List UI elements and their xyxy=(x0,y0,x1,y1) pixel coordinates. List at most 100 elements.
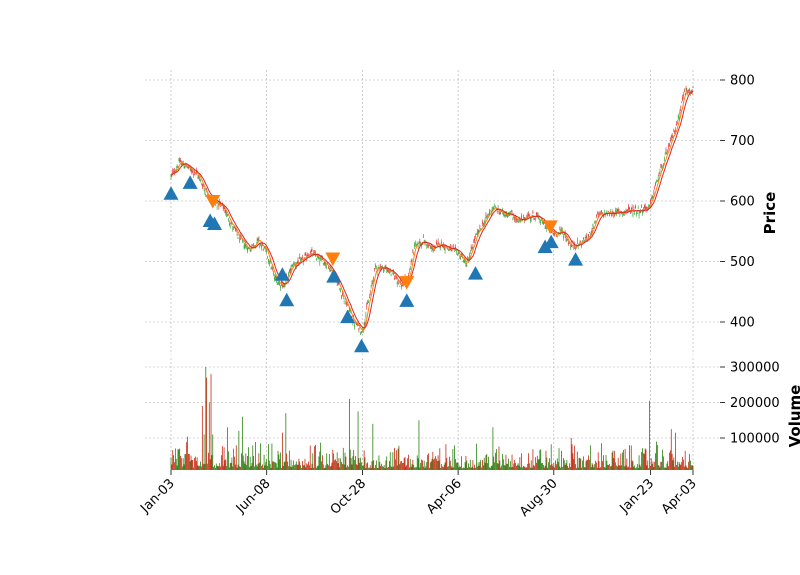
volume-bar xyxy=(448,466,449,470)
candle-body xyxy=(443,245,445,249)
candle-body xyxy=(531,214,533,216)
volume-bar xyxy=(609,466,611,470)
candle-body xyxy=(480,228,482,230)
volume-bar xyxy=(427,454,429,470)
volume-bar xyxy=(500,467,502,470)
candle-body xyxy=(295,264,297,267)
candle-body xyxy=(356,323,358,326)
volume-bar xyxy=(261,465,262,470)
volume-bar xyxy=(267,465,268,470)
volume-bar xyxy=(236,467,238,470)
candle-body xyxy=(344,298,346,300)
candle-body xyxy=(634,212,636,214)
candle-body xyxy=(521,215,522,219)
candle-body xyxy=(509,212,511,215)
candle-body xyxy=(494,206,495,208)
volume-bar xyxy=(521,453,522,470)
volume-bar xyxy=(391,467,393,470)
volume-bar xyxy=(435,458,437,470)
volume-bar xyxy=(576,468,577,470)
volume-bar xyxy=(276,467,278,470)
candle-body xyxy=(229,223,231,227)
candle-body xyxy=(264,247,266,249)
candle-body xyxy=(310,249,312,252)
volume-bar xyxy=(658,465,660,470)
candle-body xyxy=(280,285,281,289)
volume-bar xyxy=(318,456,320,470)
volume-bar xyxy=(224,460,226,470)
volume-bar xyxy=(526,467,528,470)
candle-body xyxy=(529,214,530,216)
volume-bar xyxy=(632,461,634,470)
candle-body xyxy=(391,270,393,272)
candle-body xyxy=(268,259,269,262)
volume-bar xyxy=(465,456,467,470)
candle-body xyxy=(624,211,626,213)
volume-bar xyxy=(476,443,477,470)
volume-bar xyxy=(331,462,333,470)
volume-bar xyxy=(478,465,480,470)
candle-body xyxy=(312,255,314,256)
volume-bar xyxy=(375,465,376,470)
volume-bar xyxy=(468,463,469,470)
volume-bar xyxy=(542,464,544,470)
volume-bar xyxy=(408,454,409,470)
volume-bar xyxy=(260,443,261,470)
volume-bar xyxy=(273,461,275,470)
volume-bar xyxy=(589,459,590,470)
volume-bar xyxy=(436,461,438,470)
volume-bar xyxy=(335,459,336,470)
candle-body xyxy=(673,130,675,131)
volume-bar xyxy=(575,464,576,470)
volume-bar xyxy=(262,467,264,470)
candle-body xyxy=(610,211,611,213)
volume-bar xyxy=(328,465,329,470)
volume-bar xyxy=(286,453,288,470)
volume-bar xyxy=(173,455,174,470)
volume-bar xyxy=(462,468,463,470)
volume-bar xyxy=(298,458,300,470)
candle-body xyxy=(325,263,327,267)
volume-bar xyxy=(515,462,516,470)
candle-body xyxy=(301,258,302,260)
candle-body xyxy=(527,215,529,218)
candle-body xyxy=(329,268,330,271)
volume-bar xyxy=(251,463,253,470)
candle-body xyxy=(294,263,295,265)
volume-bar xyxy=(514,460,516,470)
volume-bar xyxy=(328,454,330,470)
candle-body xyxy=(504,215,506,218)
candle-body xyxy=(514,218,515,220)
volume-bar xyxy=(687,468,689,470)
volume-bar xyxy=(440,467,442,470)
volume-bar xyxy=(313,467,315,470)
volume-bar xyxy=(324,467,326,470)
candle-body xyxy=(678,116,680,119)
candle-body xyxy=(641,205,642,208)
candle-body xyxy=(374,268,375,270)
candle-body xyxy=(305,253,307,255)
volume-bar xyxy=(401,460,402,470)
volume-bar xyxy=(606,460,608,470)
candle-body xyxy=(590,231,592,234)
volume-bar xyxy=(296,464,298,470)
volume-bar xyxy=(441,464,442,470)
volume-bar xyxy=(442,467,444,470)
volume-bar xyxy=(397,448,399,470)
volume-bar xyxy=(221,446,223,470)
candle-body xyxy=(317,256,319,259)
candle-body xyxy=(281,281,282,284)
candle-body xyxy=(191,171,193,173)
volume-bar xyxy=(569,463,570,470)
candle-body xyxy=(503,213,505,215)
volume-bar xyxy=(362,465,363,470)
candle-body xyxy=(661,164,662,167)
volume-bar xyxy=(410,466,412,470)
candle-body xyxy=(224,209,226,213)
candle-body xyxy=(291,265,293,267)
volume-bar xyxy=(668,466,670,470)
candle-body xyxy=(675,129,676,133)
candle-body xyxy=(340,290,341,293)
candle-body xyxy=(228,222,230,224)
